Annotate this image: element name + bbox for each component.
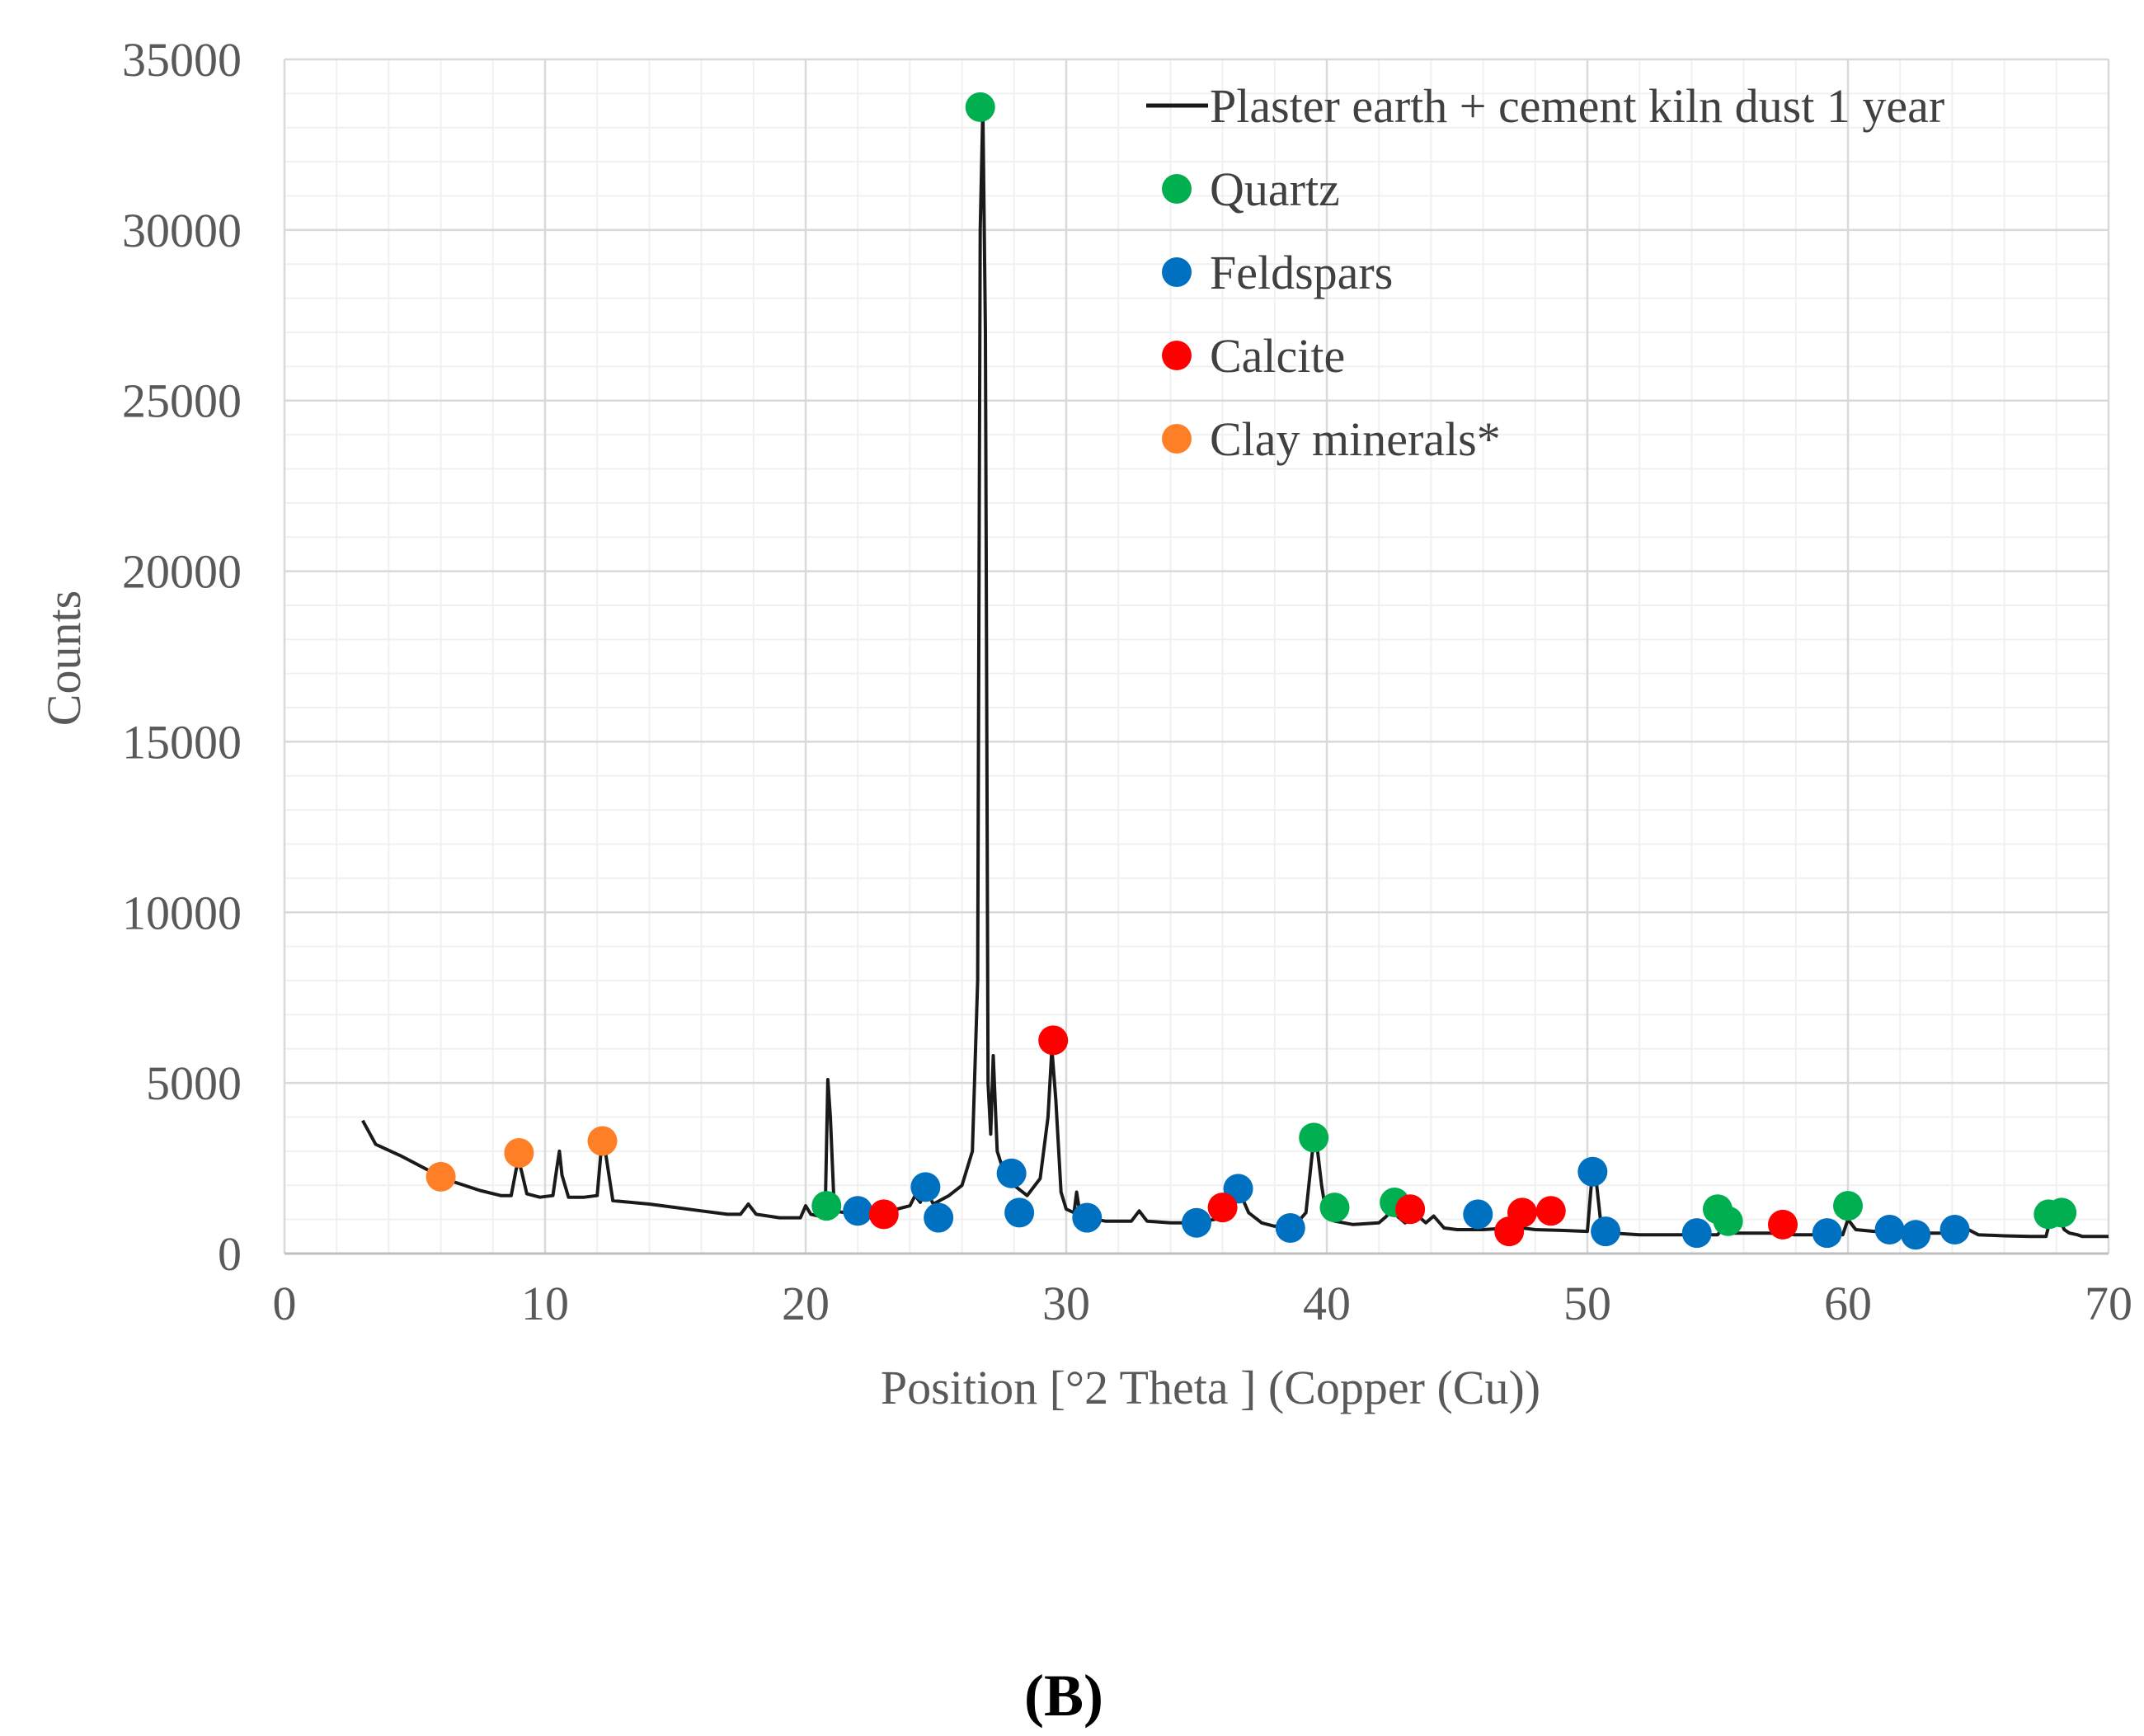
clay-minerals-marker (587, 1126, 618, 1156)
legend-calcite-swatch (1162, 341, 1192, 370)
feldspars-marker (1182, 1207, 1211, 1238)
quartz-marker (1319, 1193, 1350, 1223)
feldspars-marker (1591, 1216, 1621, 1247)
y-tick-label: 5000 (146, 1056, 242, 1110)
legend-label-quartz: Quartz (1210, 162, 1340, 216)
feldspars-marker (1939, 1215, 1970, 1245)
legend-quartz-swatch (1162, 174, 1192, 204)
y-tick-label: 20000 (122, 545, 242, 599)
calcite-marker (1038, 1025, 1069, 1056)
calcite-marker (1395, 1194, 1426, 1225)
y-tick-label: 30000 (122, 204, 242, 257)
feldspars-marker (1072, 1202, 1103, 1233)
x-tick-label: 50 (1563, 1277, 1611, 1330)
major-grid (283, 58, 2110, 1255)
y-tick-label: 15000 (122, 715, 242, 769)
x-tick-label: 0 (273, 1277, 297, 1330)
feldspars-marker (1275, 1212, 1305, 1243)
y-tick-labels: 0 5000 10000 15000 20000 25000 30000 35000 (122, 33, 242, 1281)
figure-caption: (B) (1024, 1663, 1103, 1729)
legend-label-feldspars: Feldspars (1210, 246, 1393, 299)
calcite-marker (868, 1199, 899, 1230)
feldspars-marker (996, 1158, 1027, 1188)
feldspars-marker (1577, 1156, 1608, 1187)
feldspars-marker (924, 1202, 954, 1233)
y-tick-label: 0 (218, 1227, 242, 1281)
quartz-marker (2047, 1197, 2077, 1228)
calcite-marker (1507, 1197, 1537, 1228)
minor-grid (284, 59, 2109, 1254)
legend-label-clay-minerals: Clay minerals* (1210, 412, 1501, 466)
calcite-marker (1207, 1193, 1238, 1223)
quartz-marker (965, 92, 995, 122)
y-axis-title: Counts (37, 590, 91, 726)
x-axis-title: Position [°2 Theta ] (Copper (Cu)) (881, 1361, 1540, 1414)
legend-feldspars-swatch (1162, 257, 1192, 287)
feldspars-marker (1463, 1199, 1493, 1230)
feldspars-marker (1812, 1218, 1842, 1249)
quartz-marker (1833, 1191, 1863, 1221)
feldspars-marker (1681, 1218, 1712, 1249)
clay-minerals-marker (426, 1161, 456, 1192)
x-tick-label: 40 (1303, 1277, 1351, 1330)
quartz-marker (1299, 1122, 1329, 1153)
feldspars-marker (1004, 1197, 1035, 1228)
x-tick-labels: 0 10 20 30 40 50 60 70 (273, 1277, 2133, 1330)
legend-label-plaster-earth-cement-kiln-dust-year: Plaster earth + cement kiln dust 1 year (1210, 79, 1944, 133)
legend-label-calcite: Calcite (1210, 329, 1345, 383)
calcite-marker (1768, 1209, 1798, 1240)
legend-clay-minerals-swatch (1162, 424, 1192, 454)
series-markers-group (426, 92, 2077, 1250)
quartz-marker (811, 1191, 842, 1221)
quartz-marker (1713, 1206, 1743, 1236)
x-tick-label: 10 (521, 1277, 569, 1330)
feldspars-marker (1901, 1220, 1931, 1250)
clay-minerals-marker (504, 1137, 534, 1168)
feldspars-marker (910, 1172, 941, 1202)
feldspars-marker (843, 1196, 873, 1226)
legend: Plaster earth + cement kiln dust 1 year Q… (1146, 79, 1944, 466)
x-tick-label: 60 (1824, 1277, 1872, 1330)
feldspars-marker (1874, 1215, 1905, 1245)
x-tick-label: 70 (2085, 1277, 2132, 1330)
calcite-marker (1535, 1196, 1566, 1226)
x-tick-label: 30 (1042, 1277, 1090, 1330)
y-tick-label: 10000 (122, 886, 242, 939)
y-tick-label: 25000 (122, 374, 242, 428)
y-tick-label: 35000 (122, 33, 242, 87)
x-tick-label: 20 (782, 1277, 830, 1330)
